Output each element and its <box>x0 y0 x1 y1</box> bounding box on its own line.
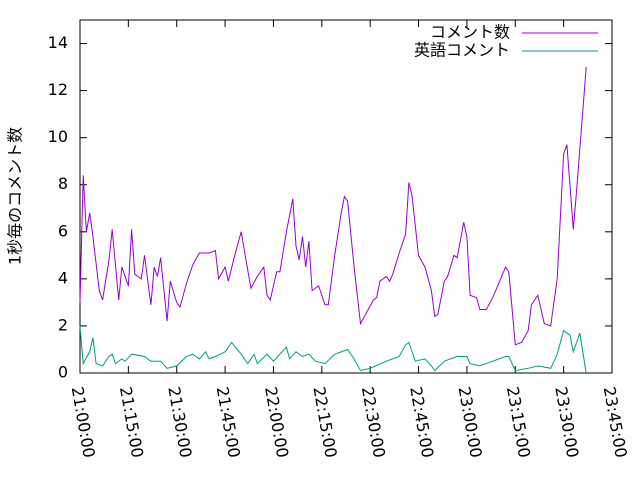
y-tick-label: 6 <box>58 221 68 240</box>
x-tick-label: 23:45:00 <box>600 385 631 459</box>
x-tick-label: 22:15:00 <box>309 385 340 459</box>
legend-label: 英語コメント <box>414 41 510 60</box>
legend-label: コメント数 <box>430 23 510 42</box>
plot-border <box>79 19 613 374</box>
x-tick-label: 22:00:00 <box>261 385 292 459</box>
series-line <box>79 67 587 346</box>
series-line <box>79 325 587 374</box>
y-tick-label: 10 <box>48 127 68 146</box>
y-axis-label: 1秒毎のコメント数 <box>6 127 25 265</box>
x-tick-label: 23:30:00 <box>551 385 582 459</box>
x-tick-label: 23:15:00 <box>503 385 534 459</box>
x-tick-label: 22:30:00 <box>358 385 389 459</box>
x-tick-label: 21:45:00 <box>213 385 244 459</box>
x-tick-label: 22:45:00 <box>406 385 437 459</box>
x-tick-label: 21:30:00 <box>164 385 195 459</box>
y-tick-label: 2 <box>58 315 68 334</box>
x-tick-label: 21:00:00 <box>68 385 99 459</box>
y-tick-label: 12 <box>48 80 68 99</box>
x-tick-label: 23:00:00 <box>455 385 486 459</box>
y-tick-label: 8 <box>58 174 68 193</box>
x-tick-label: 21:15:00 <box>116 385 147 459</box>
y-tick-label: 14 <box>48 33 68 52</box>
y-tick-label: 4 <box>58 268 68 287</box>
y-tick-label: 0 <box>58 363 68 382</box>
